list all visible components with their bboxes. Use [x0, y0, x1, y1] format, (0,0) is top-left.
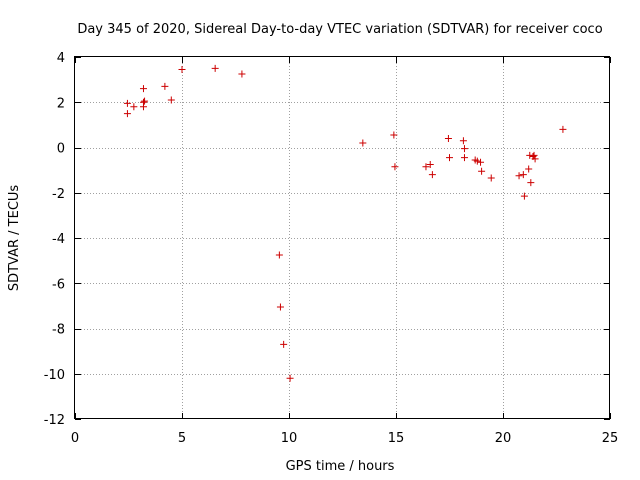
data-point [359, 139, 367, 147]
x-tick-label: 0 [71, 431, 79, 446]
data-point [422, 163, 430, 171]
data-point [525, 165, 533, 173]
x-tick-label: 5 [178, 431, 186, 446]
data-point [280, 340, 288, 348]
data-point [178, 65, 186, 73]
y-tick-label: -10 [44, 368, 65, 383]
data-point [211, 64, 219, 72]
data-point [123, 99, 131, 107]
data-point [426, 160, 434, 168]
data-point [460, 154, 468, 162]
data-point [390, 131, 398, 139]
data-point [459, 137, 467, 145]
data-point [444, 134, 452, 142]
data-point [286, 374, 294, 382]
data-point [167, 96, 175, 104]
data-point [531, 155, 539, 163]
axis-ticks: 0 5 10 15 20 25 -12 -10 -8 -6 -4 -2 0 2 4 [44, 51, 619, 446]
x-tick-label: 25 [602, 431, 619, 446]
data-point [141, 97, 149, 105]
y-tick-label: 2 [57, 96, 65, 111]
y-tick-label: -2 [52, 187, 65, 202]
y-axis-label: SDTVAR / TECUs [7, 185, 22, 292]
chart-title: Day 345 of 2020, Sidereal Day-to-day VTE… [77, 22, 602, 37]
data-point [161, 82, 169, 90]
plot-frame [74, 56, 610, 419]
data-point [276, 303, 284, 311]
data-point [515, 172, 523, 180]
data-point [478, 167, 486, 175]
data-point [238, 70, 246, 78]
x-tick-label: 20 [495, 431, 512, 446]
data-point [559, 125, 567, 133]
data-point [520, 192, 528, 200]
data-points [123, 64, 567, 382]
data-point [530, 151, 538, 159]
y-tick-label: 0 [57, 142, 65, 157]
data-point [446, 154, 453, 162]
data-point [527, 179, 535, 187]
data-point [139, 85, 147, 93]
data-point [391, 163, 399, 171]
data-point [275, 251, 283, 259]
data-point [139, 103, 147, 111]
data-point [428, 171, 436, 179]
data-point [519, 171, 527, 179]
x-tick-label: 15 [388, 431, 405, 446]
y-tick-label: -12 [44, 413, 65, 428]
data-point [477, 158, 485, 166]
data-point [473, 157, 481, 165]
y-tick-label: -4 [52, 232, 65, 247]
y-tick-label: -6 [52, 277, 65, 292]
data-point [487, 174, 495, 182]
data-point [130, 103, 138, 111]
data-point [123, 110, 131, 118]
grid-lines [75, 57, 610, 419]
y-tick-label: -8 [52, 323, 65, 338]
x-axis-label: GPS time / hours [286, 459, 395, 474]
data-point [460, 145, 468, 153]
x-tick-label: 10 [281, 431, 298, 446]
y-tick-label: 4 [57, 51, 65, 66]
